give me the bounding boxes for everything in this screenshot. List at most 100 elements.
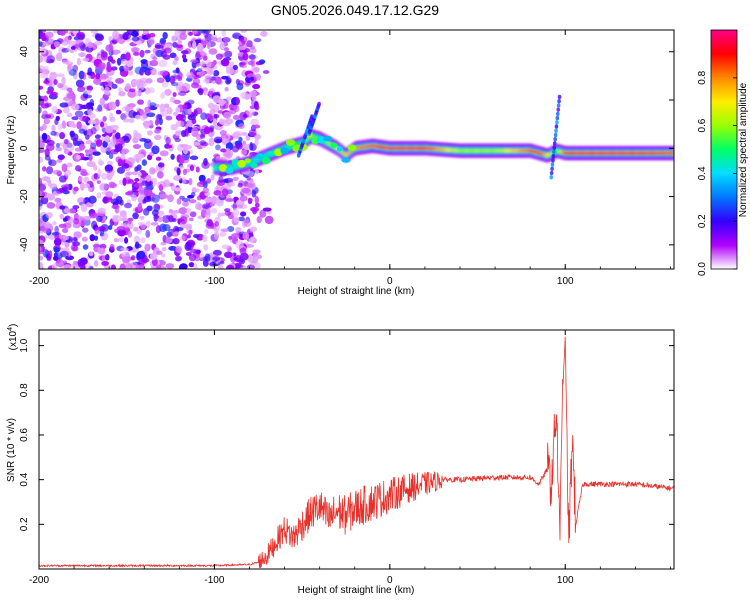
noise-speck bbox=[201, 161, 210, 169]
noise-speck bbox=[172, 111, 179, 117]
noise-speck bbox=[193, 141, 201, 146]
ridge-cell bbox=[287, 145, 290, 149]
noise-speck bbox=[175, 120, 185, 128]
ridge-cell bbox=[348, 151, 351, 155]
noise-speck bbox=[159, 103, 166, 113]
noise-speck bbox=[164, 103, 170, 109]
noise-speck bbox=[100, 52, 108, 61]
noise-speck bbox=[260, 30, 268, 37]
noise-speck bbox=[59, 250, 69, 258]
bottom-y-ticks: 0.2 0.4 0.6 0.8 1.0 bbox=[19, 338, 674, 531]
noise-speck bbox=[221, 75, 229, 80]
top-y-ticks: -40 -20 0 20 40 bbox=[19, 46, 674, 252]
noise-speck bbox=[160, 241, 167, 246]
noise-speck bbox=[75, 165, 82, 172]
noise-speck bbox=[221, 244, 230, 249]
noise-speck bbox=[104, 164, 114, 172]
ridge-cell bbox=[594, 151, 598, 155]
noise-speck bbox=[179, 263, 188, 269]
ridge-cell bbox=[447, 148, 450, 152]
noise-speck bbox=[51, 106, 58, 114]
ridge-cell bbox=[411, 146, 414, 150]
ridge-cell bbox=[527, 149, 530, 153]
noise-speck bbox=[105, 44, 114, 52]
noise-speck bbox=[104, 135, 111, 143]
ridge-cell bbox=[560, 150, 564, 154]
noise-speck bbox=[75, 154, 81, 160]
ridge-cell bbox=[518, 149, 522, 153]
noise-speck bbox=[163, 47, 172, 54]
ridge-cell bbox=[215, 166, 219, 170]
noise-speck bbox=[242, 114, 248, 118]
ridge-cell bbox=[362, 145, 366, 149]
noise-speck bbox=[80, 203, 88, 213]
ridge-cell bbox=[232, 165, 235, 169]
noise-speck bbox=[88, 251, 94, 257]
noise-speck bbox=[141, 171, 148, 180]
noise-speck bbox=[39, 239, 44, 246]
noise-speck bbox=[159, 193, 169, 200]
noise-speck bbox=[157, 210, 165, 217]
noise-speck bbox=[137, 99, 144, 105]
ridge-blob bbox=[286, 139, 296, 146]
noise-speck bbox=[167, 194, 174, 203]
noise-speck bbox=[207, 90, 214, 96]
noise-speck bbox=[98, 160, 105, 166]
noise-speck bbox=[80, 104, 89, 110]
ridge-cell bbox=[592, 151, 595, 155]
noise-speck bbox=[97, 207, 106, 215]
noise-speck bbox=[169, 52, 177, 59]
noise-speck bbox=[149, 59, 159, 67]
ridge-cell bbox=[644, 151, 648, 155]
noise-speck bbox=[128, 118, 135, 124]
ridge-cell bbox=[388, 146, 391, 150]
noise-speck bbox=[85, 140, 93, 145]
noise-speck bbox=[39, 262, 44, 269]
noise-speck bbox=[116, 57, 122, 66]
noise-speck bbox=[250, 76, 255, 81]
noise-speck bbox=[121, 163, 130, 169]
noise-speck bbox=[200, 141, 209, 147]
streak-cell bbox=[549, 170, 554, 176]
noise-speck bbox=[221, 30, 227, 37]
noise-speck bbox=[40, 30, 47, 33]
noise-speck bbox=[213, 136, 223, 144]
ridge-cell bbox=[556, 149, 560, 153]
ridge-cell bbox=[373, 144, 376, 148]
ridge-cell bbox=[335, 146, 339, 150]
streak-cell bbox=[554, 124, 559, 129]
noise-speck bbox=[87, 119, 97, 125]
ridge-cell bbox=[482, 149, 486, 153]
noise-speck bbox=[61, 186, 68, 192]
noise-speck bbox=[61, 163, 68, 173]
noise-speck bbox=[212, 95, 222, 103]
noise-speck bbox=[235, 96, 240, 106]
noise-speck bbox=[212, 118, 218, 128]
noise-speck bbox=[59, 142, 66, 147]
noise-speck bbox=[128, 70, 134, 76]
noise-speckle bbox=[39, 30, 274, 269]
noise-speck bbox=[125, 52, 131, 61]
noise-speck bbox=[156, 77, 165, 84]
noise-speck bbox=[55, 52, 63, 61]
streak-cell bbox=[554, 128, 558, 133]
noise-speck bbox=[262, 70, 270, 74]
ridge-cell bbox=[327, 141, 330, 145]
noise-speck bbox=[251, 95, 257, 102]
noise-speck bbox=[221, 188, 229, 197]
noise-speck bbox=[219, 42, 225, 51]
noise-speck bbox=[107, 101, 117, 111]
noise-speck bbox=[141, 257, 150, 263]
noise-speck bbox=[264, 215, 274, 225]
noise-speck bbox=[57, 123, 63, 131]
ridge-cell bbox=[417, 146, 421, 150]
ridge-cell bbox=[364, 145, 368, 149]
noise-speck bbox=[179, 216, 188, 225]
noise-speck bbox=[51, 124, 56, 132]
noise-speck bbox=[174, 227, 184, 232]
noise-speck bbox=[186, 234, 191, 239]
noise-speck bbox=[174, 56, 179, 62]
noise-speck bbox=[82, 72, 87, 80]
ridge-cell bbox=[567, 151, 570, 155]
noise-speck bbox=[73, 231, 82, 239]
